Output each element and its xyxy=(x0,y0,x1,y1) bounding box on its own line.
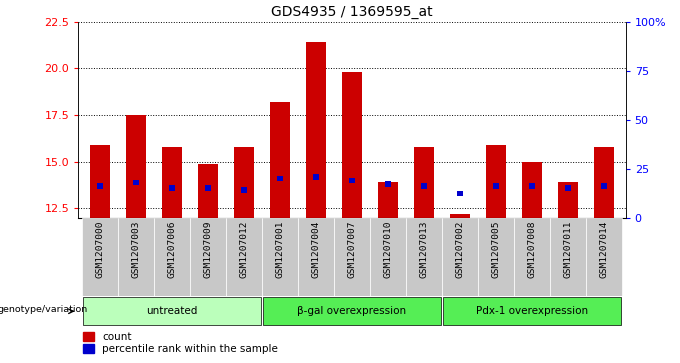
Bar xyxy=(270,102,290,218)
Bar xyxy=(378,182,398,218)
Bar xyxy=(334,218,370,296)
Bar xyxy=(90,145,109,218)
Bar xyxy=(306,42,326,218)
Bar xyxy=(558,182,578,218)
Bar xyxy=(550,218,586,296)
Bar xyxy=(478,218,514,296)
Bar xyxy=(450,214,470,218)
Bar xyxy=(82,218,118,296)
Text: GSM1207011: GSM1207011 xyxy=(564,220,573,278)
Bar xyxy=(162,147,182,218)
Bar xyxy=(83,297,261,326)
Text: GSM1207001: GSM1207001 xyxy=(275,220,284,278)
Bar xyxy=(493,183,499,189)
Bar xyxy=(406,218,442,296)
Text: β-gal overexpression: β-gal overexpression xyxy=(297,306,407,316)
Bar xyxy=(486,145,506,218)
Bar xyxy=(154,218,190,296)
Bar xyxy=(594,147,614,218)
Bar xyxy=(226,218,262,296)
Text: GSM1207007: GSM1207007 xyxy=(347,220,356,278)
Text: genotype/variation: genotype/variation xyxy=(0,305,88,314)
Bar xyxy=(349,178,355,183)
Bar xyxy=(126,115,146,218)
Bar xyxy=(190,218,226,296)
Legend: count, percentile rank within the sample: count, percentile rank within the sample xyxy=(84,332,278,354)
Bar xyxy=(198,164,218,218)
Text: GSM1207006: GSM1207006 xyxy=(167,220,176,278)
Text: GSM1207013: GSM1207013 xyxy=(420,220,428,278)
Bar xyxy=(313,174,319,180)
Bar xyxy=(370,218,406,296)
Bar xyxy=(262,218,298,296)
Bar xyxy=(234,147,254,218)
Bar xyxy=(241,187,247,193)
Text: GSM1207009: GSM1207009 xyxy=(203,220,212,278)
Bar xyxy=(133,180,139,185)
Bar xyxy=(118,218,154,296)
Bar xyxy=(263,297,441,326)
Bar xyxy=(414,147,434,218)
Bar xyxy=(529,183,535,189)
Bar xyxy=(457,191,463,196)
Text: GSM1207014: GSM1207014 xyxy=(600,220,609,278)
Bar xyxy=(564,185,571,191)
Bar xyxy=(205,185,211,191)
Text: GSM1207010: GSM1207010 xyxy=(384,220,392,278)
Bar xyxy=(443,297,621,326)
Bar xyxy=(522,162,542,218)
Text: GSM1207005: GSM1207005 xyxy=(492,220,500,278)
Bar xyxy=(586,218,622,296)
Bar xyxy=(421,183,427,189)
Text: Pdx-1 overexpression: Pdx-1 overexpression xyxy=(476,306,588,316)
Bar xyxy=(97,183,103,189)
Text: GSM1207002: GSM1207002 xyxy=(456,220,464,278)
Text: GSM1207000: GSM1207000 xyxy=(95,220,104,278)
Bar xyxy=(298,218,334,296)
Text: GSM1207003: GSM1207003 xyxy=(131,220,140,278)
Text: GSM1207004: GSM1207004 xyxy=(311,220,320,278)
Text: untreated: untreated xyxy=(146,306,197,316)
Text: GSM1207012: GSM1207012 xyxy=(239,220,248,278)
Title: GDS4935 / 1369595_at: GDS4935 / 1369595_at xyxy=(271,5,432,19)
Bar xyxy=(514,218,550,296)
Bar xyxy=(442,218,478,296)
Bar xyxy=(385,182,391,187)
Bar xyxy=(277,176,283,182)
Text: GSM1207008: GSM1207008 xyxy=(528,220,537,278)
Bar xyxy=(169,185,175,191)
Bar xyxy=(600,183,607,189)
Bar xyxy=(342,72,362,218)
